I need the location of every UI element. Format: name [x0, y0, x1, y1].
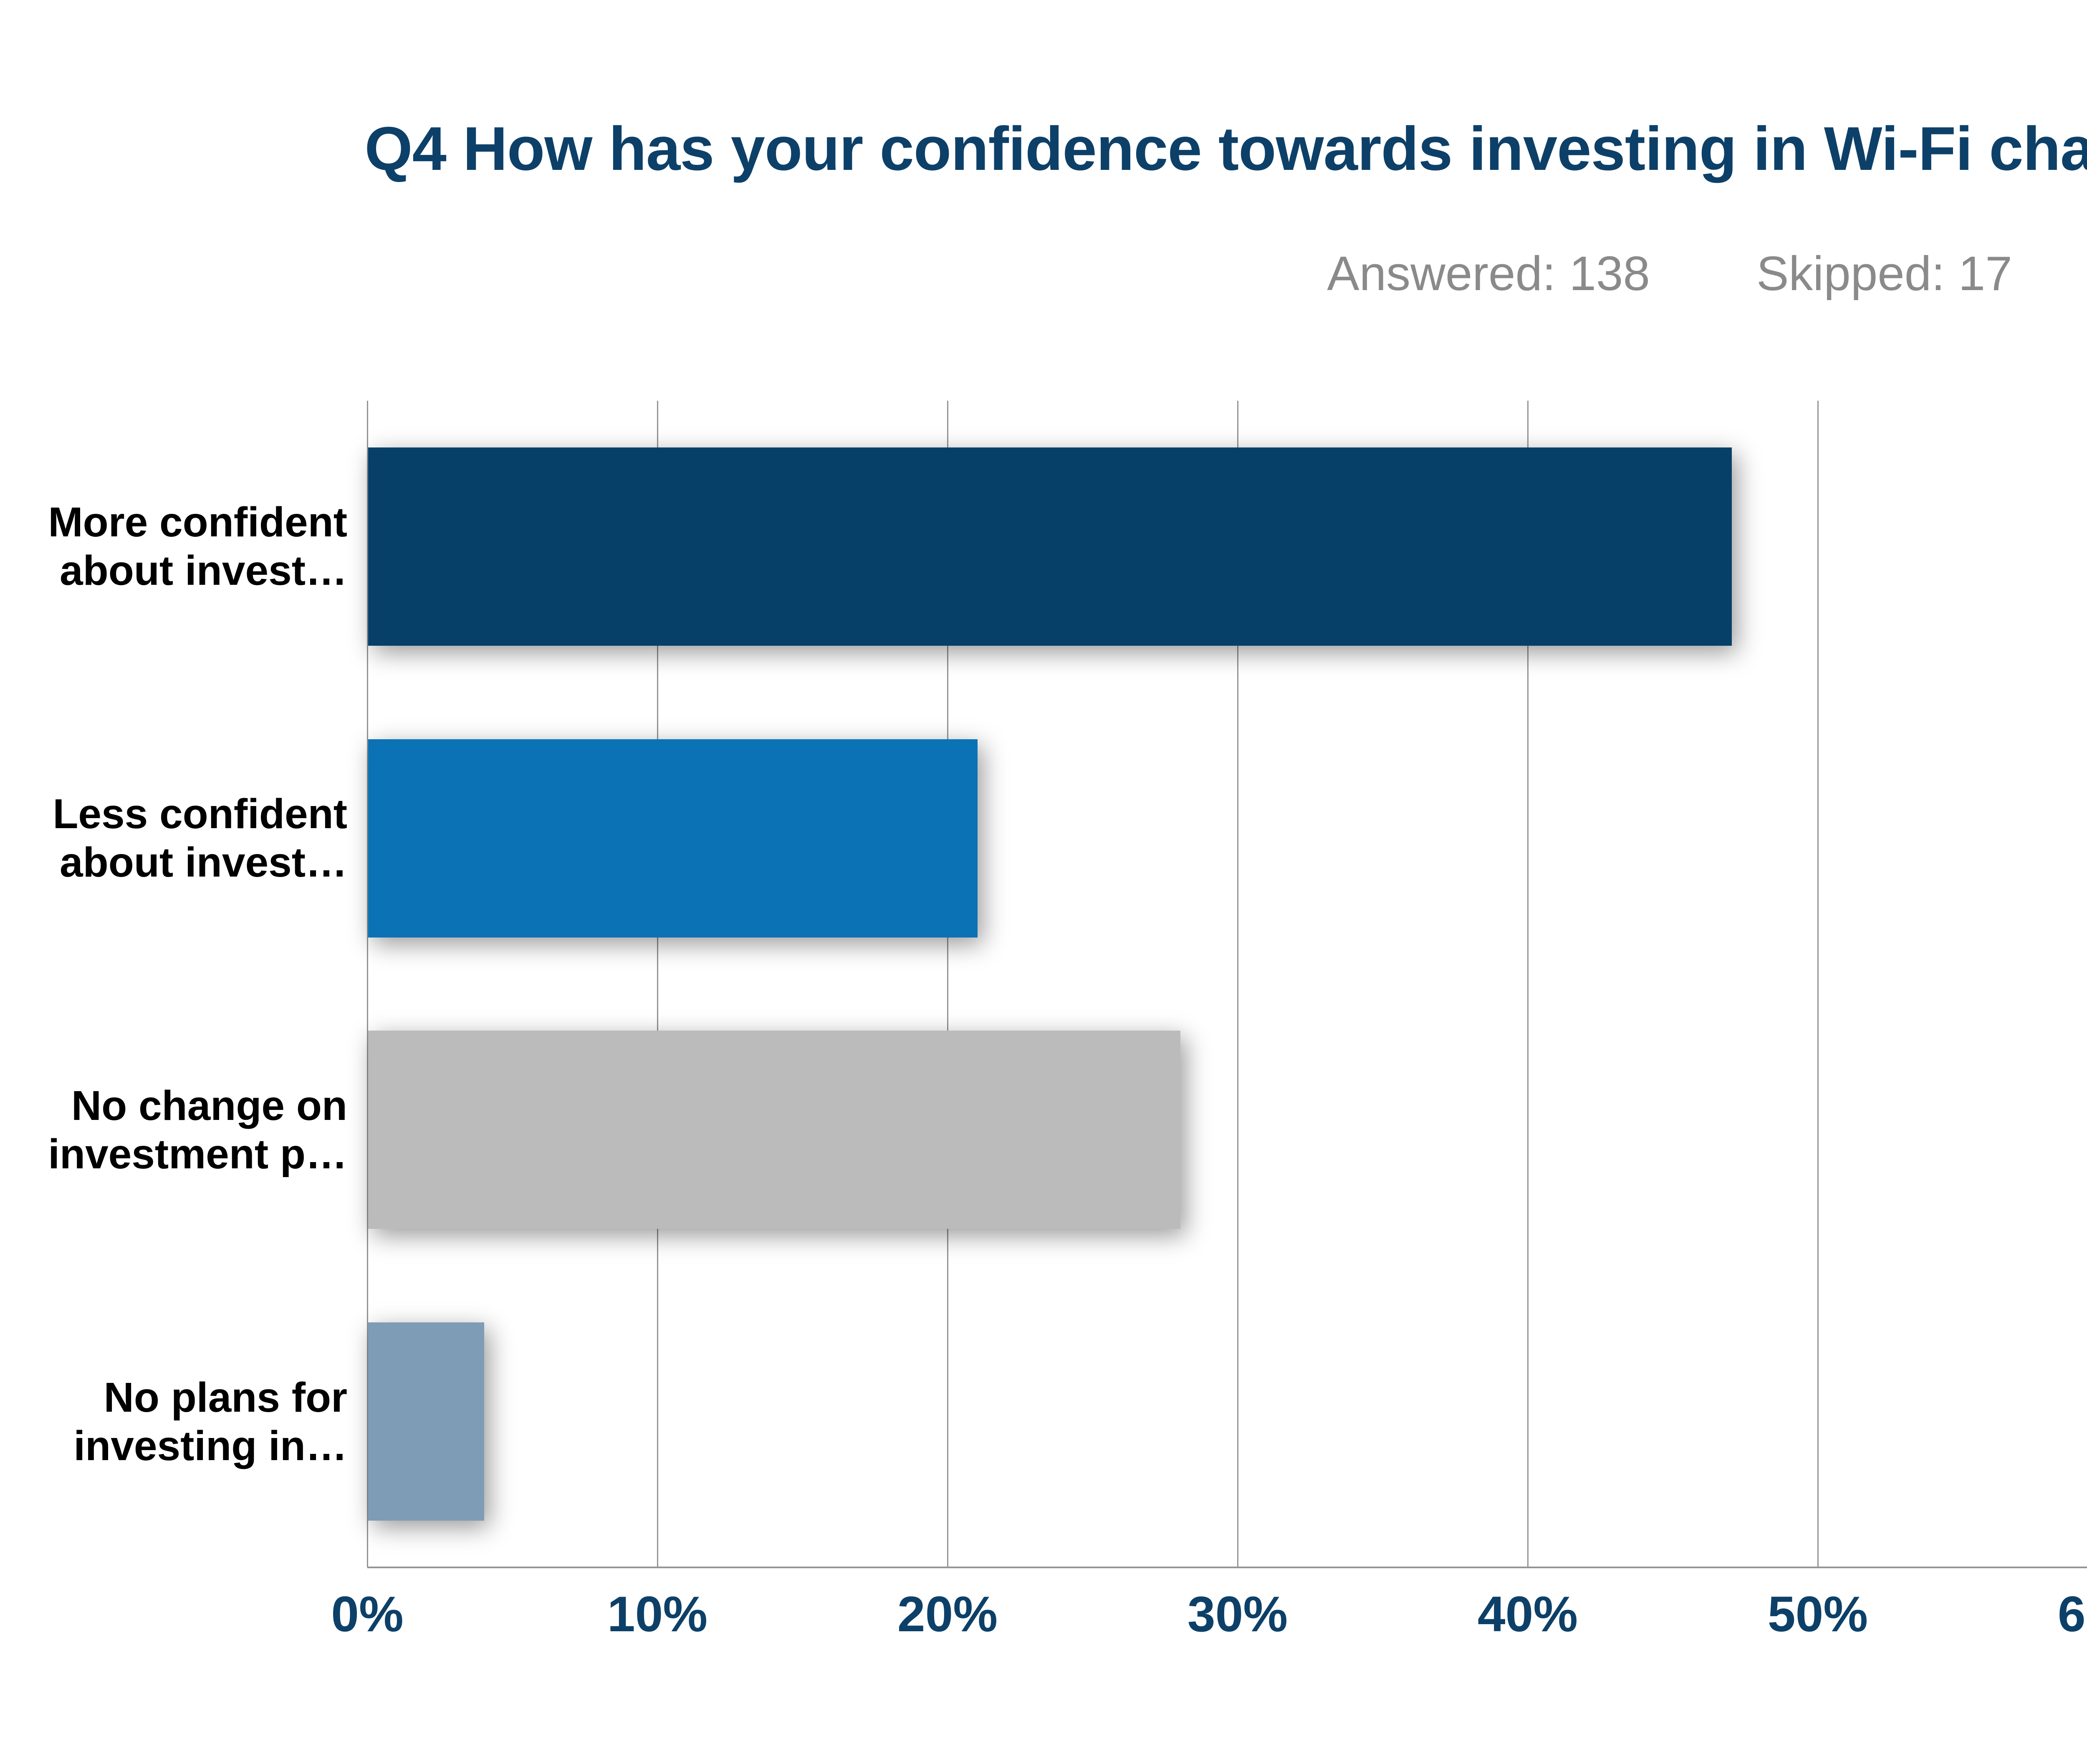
- x-axis-tick-labels: 0%10%20%30%40%50%60%70%80%90%100%: [331, 1585, 2087, 1669]
- gridline: [1237, 401, 1238, 1567]
- gridline: [1817, 401, 1819, 1567]
- chart-stats: Answered: 138 Skipped: 17: [0, 245, 2087, 301]
- x-tick-label: 40%: [1477, 1586, 1578, 1642]
- category-label-line2: about invest…: [60, 839, 347, 886]
- x-tick-label: 30%: [1187, 1586, 1288, 1642]
- category-label: More confident about invest…: [0, 401, 367, 692]
- x-tick-label: 0%: [331, 1586, 404, 1642]
- category-label-line1: Less confident: [53, 791, 347, 838]
- gridline: [657, 401, 658, 1567]
- x-tick-label: 20%: [897, 1586, 998, 1642]
- category-label-line2: about invest…: [60, 547, 347, 594]
- gridline: [947, 401, 948, 1567]
- category-label-line1: No change on: [71, 1082, 347, 1129]
- chart-title: Q4 How has your confidence towards inves…: [364, 114, 2087, 183]
- category-label-line2: investment p…: [48, 1130, 347, 1178]
- skipped-count: Skipped: 17: [1756, 246, 2012, 301]
- category-label: No change on investment p…: [0, 984, 367, 1276]
- category-label: Less confident about invest…: [0, 692, 367, 984]
- category-label: No plans for investing in…: [0, 1276, 367, 1567]
- bar-3[interactable]: [368, 1031, 1180, 1229]
- plot-area: [367, 401, 2087, 1568]
- x-axis-line: [367, 1567, 2087, 1568]
- bar-4[interactable]: [368, 1322, 484, 1521]
- category-axis: More confident about invest… Less confiden…: [0, 401, 367, 1567]
- x-tick-label: 60%: [2057, 1586, 2087, 1642]
- answered-count: Answered: 138: [1327, 246, 1650, 301]
- category-label-line1: No plans for: [104, 1374, 347, 1421]
- bar-1[interactable]: [368, 447, 1732, 646]
- gridline: [1527, 401, 1529, 1567]
- category-label-line2: investing in…: [73, 1422, 347, 1469]
- gridline: [367, 401, 368, 1567]
- x-tick-label: 10%: [607, 1586, 708, 1642]
- bar-2[interactable]: [368, 739, 978, 938]
- x-tick-label: 50%: [1767, 1586, 1868, 1642]
- category-label-line1: More confident: [48, 499, 347, 546]
